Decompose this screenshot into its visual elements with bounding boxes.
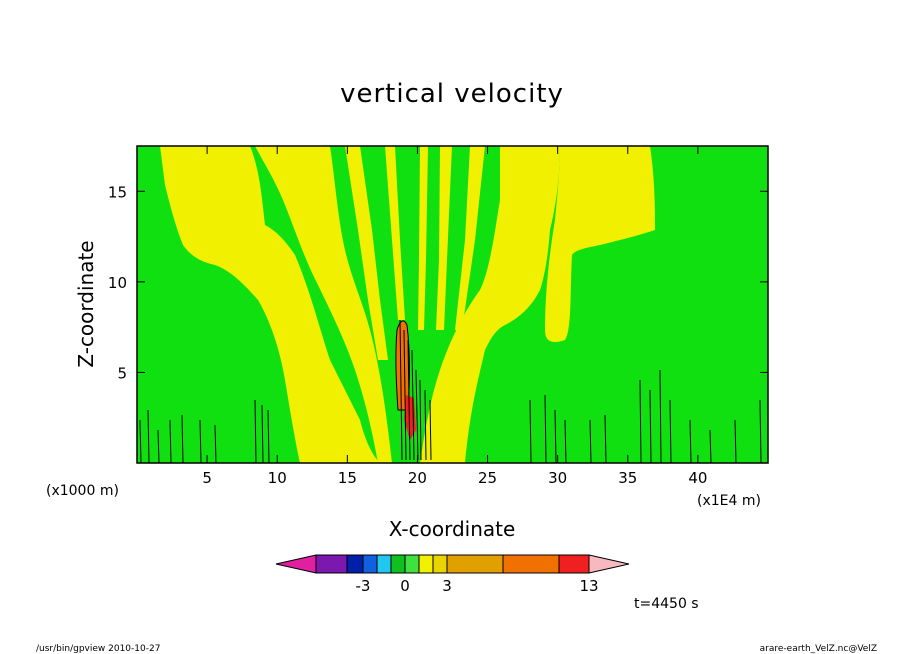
colorbar-label: 13 bbox=[579, 577, 598, 595]
field-region-yellow-right2 bbox=[545, 146, 655, 342]
x-tick-label: 15 bbox=[338, 469, 357, 487]
footer-right: arare-earth_VelZ.nc@VelZ bbox=[760, 644, 877, 654]
field-region-yellow-streaks bbox=[345, 146, 485, 360]
colorbar-segment bbox=[362, 554, 378, 574]
y-axis-ticks: 5 10 15 bbox=[108, 183, 768, 382]
x-tick-label: 40 bbox=[688, 469, 707, 487]
x-tick-label: 10 bbox=[268, 469, 287, 487]
colorbar-segment bbox=[376, 554, 392, 574]
colorbar-label: -3 bbox=[356, 577, 371, 595]
colorbar-min-arrow bbox=[275, 554, 317, 574]
x-tick-label: 30 bbox=[548, 469, 567, 487]
plot-frame bbox=[136, 145, 769, 464]
colorbar-label: 3 bbox=[442, 577, 452, 595]
colorbar-segment bbox=[558, 554, 590, 574]
colorbar-segment bbox=[446, 554, 504, 574]
chart-title: vertical velocity bbox=[340, 79, 564, 109]
time-label: t=4450 s bbox=[634, 596, 699, 612]
field-region-orange-core bbox=[395, 320, 410, 411]
x-unit-label-right: (x1E4 m) bbox=[697, 493, 761, 509]
x-tick-label: 35 bbox=[618, 469, 637, 487]
x-tick-label: 25 bbox=[478, 469, 497, 487]
colorbar-segment bbox=[315, 554, 348, 574]
colorbar-segment bbox=[502, 554, 560, 574]
colorbar-segment bbox=[390, 554, 406, 574]
colorbar-max-arrow bbox=[588, 554, 630, 574]
x-tick-label: 5 bbox=[202, 469, 212, 487]
x-unit-label: (x1000 m) bbox=[46, 483, 119, 499]
colorbar: -3 0 3 13 bbox=[275, 554, 630, 595]
field-region-yellow-left bbox=[160, 146, 380, 463]
y-tick-label: 10 bbox=[108, 274, 127, 292]
colorbar-segment bbox=[418, 554, 434, 574]
y-tick-label: 15 bbox=[108, 183, 127, 201]
y-tick-label: 5 bbox=[117, 364, 127, 382]
colorbar-segment bbox=[432, 554, 448, 574]
plot-area: 5 10 15 20 25 30 35 40 5 10 15 bbox=[108, 145, 769, 487]
field-region-yellow-right bbox=[420, 146, 560, 463]
colorbar-segment bbox=[404, 554, 420, 574]
footer-left: /usr/bin/gpview 2010-10-27 bbox=[36, 644, 160, 654]
x-tick-label: 20 bbox=[408, 469, 427, 487]
x-axis-ticks: 5 10 15 20 25 30 35 40 bbox=[202, 146, 707, 487]
y-axis-title: Z-coordinate bbox=[74, 240, 98, 367]
field-region-yellow-left2 bbox=[255, 146, 392, 463]
contour-lines bbox=[139, 319, 762, 463]
colorbar-segment bbox=[346, 554, 364, 574]
x-axis-title: X-coordinate bbox=[389, 517, 516, 541]
colorbar-label: 0 bbox=[400, 577, 410, 595]
